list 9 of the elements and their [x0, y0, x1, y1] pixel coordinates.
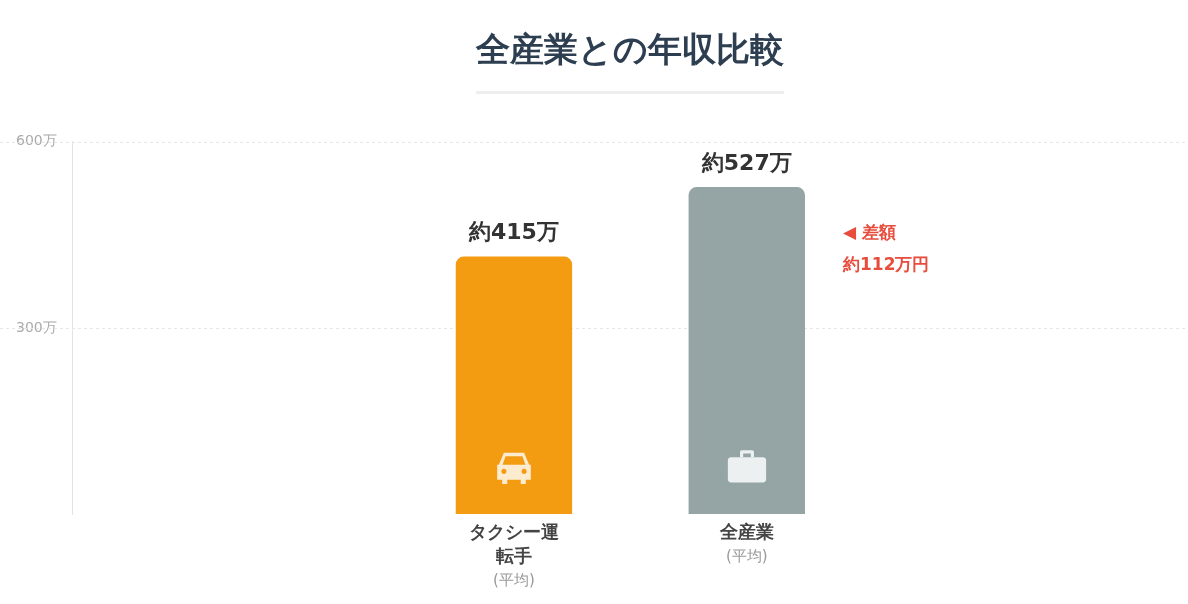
annotation: ◀ 差額 [842, 221, 896, 242]
x-tick-label: タクシー運転手 (平均) [468, 520, 559, 590]
y-tick-label: 300万 [15, 318, 57, 335]
annotation: 約112万円 [841, 253, 930, 274]
chart-title: 全産業との年収比較 [475, 29, 785, 70]
data-label: 約415万 [467, 219, 559, 245]
x-tick-label: 全産業 (平均) [718, 520, 774, 566]
y-tick-label: 600万 [15, 132, 57, 149]
data-label: 約527万 [700, 149, 792, 175]
